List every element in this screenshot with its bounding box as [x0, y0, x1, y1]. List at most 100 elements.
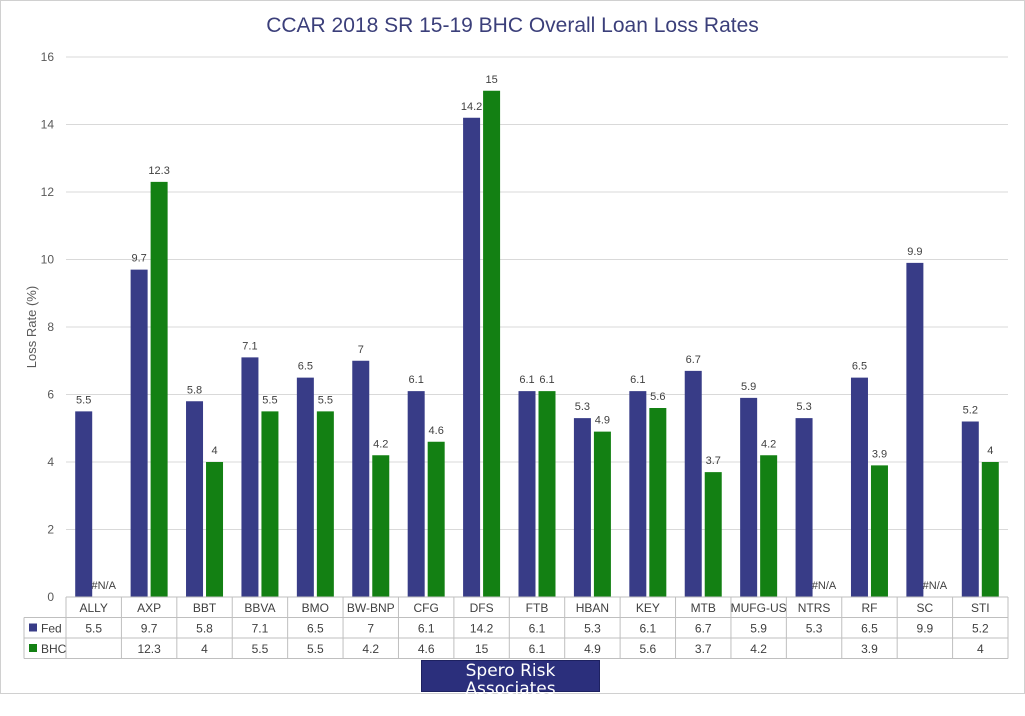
- table-cell-fed: 7: [367, 622, 374, 636]
- y-tick-label: 14: [41, 118, 55, 132]
- data-label-fed: 6.5: [298, 361, 313, 373]
- bar-fed: [795, 418, 813, 597]
- table-cell-fed: 6.1: [418, 622, 435, 636]
- x-tick-label: SC: [917, 601, 934, 615]
- data-label-fed: 5.9: [741, 381, 756, 393]
- data-label-fed: 14.2: [461, 101, 482, 113]
- bar-fed: [130, 269, 148, 597]
- bar-bhc: [593, 431, 611, 597]
- data-label-fed: 5.2: [963, 405, 978, 417]
- data-label-bhc: 3.7: [706, 455, 721, 467]
- table-cell-fed: 14.2: [470, 622, 494, 636]
- x-tick-label: CFG: [414, 601, 439, 615]
- bar-fed: [906, 262, 924, 597]
- bar-bhc: [649, 408, 667, 597]
- y-axis-label: Loss Rate (%): [24, 286, 39, 368]
- legend-label-fed: Fed: [41, 622, 62, 636]
- x-tick-label: STI: [971, 601, 990, 615]
- x-tick-label: MTB: [691, 601, 716, 615]
- data-label-fed: 9.7: [131, 253, 146, 265]
- table-cell-fed: 6.1: [639, 622, 656, 636]
- table-cell-fed: 5.3: [584, 622, 601, 636]
- data-label-bhc: #N/A: [91, 580, 116, 592]
- data-label-bhc: #N/A: [812, 580, 837, 592]
- data-label-bhc: 5.6: [650, 391, 665, 403]
- bar-bhc: [760, 455, 778, 597]
- x-tick-label: MUFG-US: [731, 601, 787, 615]
- data-label-bhc: 12.3: [148, 165, 169, 177]
- table-cell-fed: 7.1: [252, 622, 269, 636]
- x-tick-label: NTRS: [798, 601, 831, 615]
- table-cell-fed: 6.7: [695, 622, 712, 636]
- table-cell-bhc: 12.3: [137, 642, 161, 656]
- data-label-fed: 6.7: [686, 354, 701, 366]
- logo-name: Spero Risk Associates: [465, 661, 556, 699]
- table-cell-fed: 5.2: [972, 622, 989, 636]
- bar-fed: [573, 418, 591, 597]
- table-cell-fed: 5.3: [806, 622, 823, 636]
- bar-bhc: [150, 181, 168, 597]
- data-label-fed: 6.1: [409, 374, 424, 386]
- table-cell-bhc: 4.9: [584, 642, 601, 656]
- logo: Spero Risk Associates Leaders in Risk Ma…: [421, 660, 600, 715]
- legend-swatch-bhc: [29, 644, 37, 652]
- bar-bhc: [206, 462, 224, 597]
- chart-title: CCAR 2018 SR 15-19 BHC Overall Loan Loss…: [266, 14, 759, 37]
- table-cell-bhc: 4: [977, 642, 984, 656]
- bar-fed: [518, 391, 536, 597]
- table-cell-fed: 6.5: [861, 622, 878, 636]
- logo-tagline: Leaders in Risk Management, Modeling & S…: [432, 699, 589, 715]
- y-tick-label: 12: [41, 185, 55, 199]
- bar-fed: [352, 360, 370, 597]
- data-label-bhc: 4.6: [429, 425, 444, 437]
- table-cell-bhc: 4.2: [362, 642, 379, 656]
- x-tick-label: HBAN: [576, 601, 609, 615]
- table-cell-fed: 5.9: [750, 622, 767, 636]
- table-cell-fed: 6.5: [307, 622, 324, 636]
- data-label-fed: 5.3: [796, 401, 811, 413]
- legend-label-bhc: BHC: [41, 642, 67, 656]
- bar-bhc: [427, 441, 445, 597]
- table-cell-bhc: 5.5: [252, 642, 269, 656]
- bar-bhc: [316, 411, 334, 597]
- bar-fed: [740, 397, 758, 597]
- x-tick-label: BW-BNP: [347, 601, 395, 615]
- bar-bhc: [372, 455, 390, 597]
- table-cell-bhc: 6.1: [529, 642, 546, 656]
- data-label-fed: 6.1: [519, 374, 534, 386]
- data-label-fed: 6.1: [630, 374, 645, 386]
- data-label-bhc: 5.5: [262, 394, 277, 406]
- data-label-bhc: 4: [211, 445, 217, 457]
- data-label-bhc: 4.2: [761, 438, 776, 450]
- data-label-fed: 5.3: [575, 401, 590, 413]
- x-tick-label: RF: [861, 601, 877, 615]
- table-cell-bhc: 15: [475, 642, 489, 656]
- table-cell-bhc: 3.7: [695, 642, 712, 656]
- x-tick-label: KEY: [636, 601, 660, 615]
- table-cell-bhc: 5.5: [307, 642, 324, 656]
- y-tick-label: 4: [47, 455, 54, 469]
- table-cell-fed: 5.8: [196, 622, 213, 636]
- table-cell-bhc: 5.6: [639, 642, 656, 656]
- data-label-fed: 5.5: [76, 394, 91, 406]
- table-cell-fed: 5.5: [85, 622, 102, 636]
- bar-fed: [961, 421, 979, 597]
- bar-fed: [186, 401, 204, 597]
- data-label-bhc: 6.1: [539, 374, 554, 386]
- y-tick-label: 6: [47, 388, 54, 402]
- y-tick-label: 10: [41, 253, 55, 267]
- table-cell-bhc: 3.9: [861, 642, 878, 656]
- x-tick-label: AXP: [137, 601, 161, 615]
- data-label-fed: 5.8: [187, 384, 202, 396]
- y-tick-label: 0: [47, 590, 54, 604]
- bar-fed: [463, 117, 481, 597]
- legend-swatch-fed: [29, 623, 37, 632]
- data-label-bhc: 15: [485, 74, 497, 86]
- table-cell-bhc: 4: [201, 642, 208, 656]
- bar-bhc: [261, 411, 279, 597]
- bar-bhc: [704, 472, 722, 597]
- data-label-bhc: 4.2: [373, 438, 388, 450]
- y-tick-label: 8: [47, 320, 54, 334]
- data-label-fed: 6.5: [852, 361, 867, 373]
- bar-bhc: [538, 391, 556, 597]
